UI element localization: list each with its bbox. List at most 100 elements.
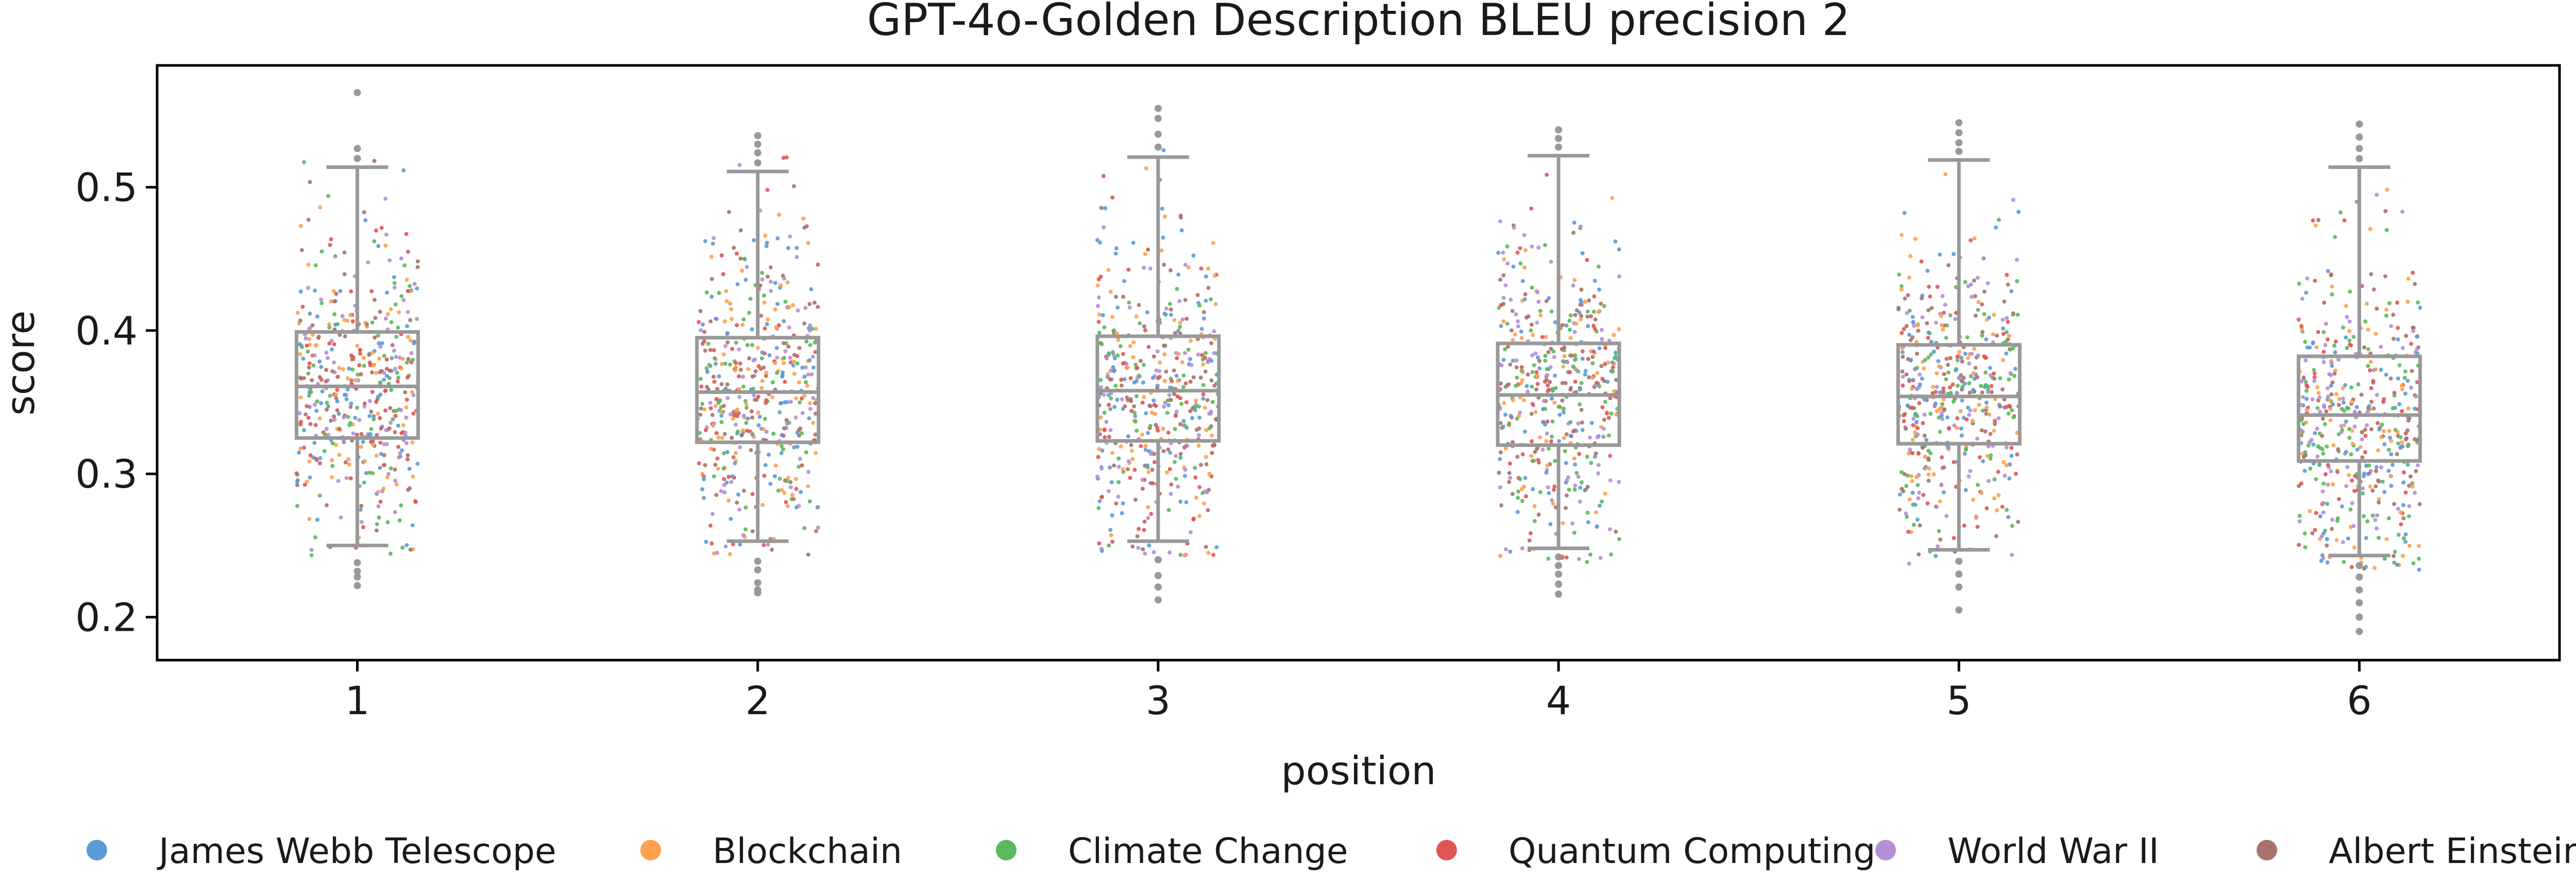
strip-point <box>1989 453 1993 458</box>
strip-point <box>1952 460 1956 464</box>
strip-point <box>392 275 396 280</box>
strip-point <box>709 446 714 451</box>
strip-point <box>1140 401 1145 405</box>
strip-point <box>2398 510 2403 515</box>
y-axis-label: score <box>0 310 43 416</box>
strip-point <box>2363 319 2368 324</box>
strip-point <box>1535 382 1540 386</box>
strip-point <box>2395 562 2399 567</box>
strip-point <box>1210 433 1214 438</box>
strip-point <box>1557 412 1562 417</box>
strip-point <box>1606 360 1611 365</box>
strip-point <box>393 413 398 418</box>
strip-point <box>744 402 749 406</box>
strip-point <box>717 374 721 378</box>
strip-point <box>1911 406 1916 410</box>
strip-point <box>2304 383 2309 388</box>
strip-point <box>698 309 703 313</box>
strip-point <box>323 432 327 437</box>
strip-point <box>741 374 745 379</box>
strip-point <box>365 322 369 326</box>
strip-point <box>332 312 337 317</box>
strip-point <box>2366 472 2370 476</box>
strip-point <box>2397 363 2402 368</box>
strip-point <box>322 449 327 454</box>
strip-point <box>711 551 716 556</box>
strip-point <box>725 450 730 454</box>
strip-point <box>1556 404 1561 409</box>
strip-point <box>377 515 381 520</box>
strip-point <box>1972 376 1977 381</box>
strip-point <box>755 346 760 350</box>
strip-point <box>767 353 772 357</box>
strip-point <box>2347 319 2352 324</box>
strip-point <box>1176 485 1180 489</box>
strip-point <box>1552 484 1557 489</box>
strip-point <box>1900 487 1904 491</box>
strip-point <box>1573 462 1578 467</box>
strip-point <box>312 403 317 407</box>
strip-point <box>702 496 706 501</box>
strip-point <box>2009 445 2014 450</box>
strip-point <box>2325 560 2330 565</box>
strip-point <box>806 470 811 474</box>
strip-point <box>1903 412 1907 417</box>
strip-point <box>2377 427 2382 432</box>
strip-point <box>1941 327 1945 332</box>
strip-point <box>1134 314 1139 319</box>
strip-point <box>295 310 300 315</box>
strip-point <box>1099 205 1104 210</box>
strip-point <box>1937 529 1941 533</box>
strip-point <box>1501 357 1506 362</box>
strip-point <box>1181 373 1186 378</box>
strip-point <box>1900 350 1905 354</box>
outlier-point <box>2355 133 2363 141</box>
y-tick-label: 0.2 <box>75 595 138 641</box>
strip-point <box>2328 418 2333 423</box>
strip-point <box>1522 398 1526 403</box>
strip-point <box>765 187 770 192</box>
strip-point <box>1119 383 1124 388</box>
strip-point <box>2006 515 2011 520</box>
strip-point <box>2414 469 2418 473</box>
legend-item: James Webb Telescope <box>87 831 556 872</box>
strip-point <box>2344 450 2349 454</box>
strip-point <box>761 543 766 547</box>
strip-point <box>2320 489 2325 494</box>
strip-point <box>2409 341 2413 346</box>
strip-point <box>1948 356 1953 360</box>
strip-point <box>2330 284 2334 289</box>
outlier-point <box>2355 573 2363 581</box>
strip-point <box>807 358 812 363</box>
strip-point <box>370 370 374 375</box>
strip-point <box>775 302 779 306</box>
strip-point <box>2325 444 2329 449</box>
strip-point <box>353 378 358 383</box>
strip-point <box>1533 450 1537 454</box>
strip-point <box>1961 375 1966 380</box>
strip-point <box>1181 385 1185 389</box>
strip-point <box>1565 360 1570 365</box>
strip-point <box>314 343 318 347</box>
strip-point <box>1523 248 1528 252</box>
strip-point <box>1603 491 1607 496</box>
strip-point <box>708 401 713 405</box>
strip-point <box>2329 384 2333 388</box>
strip-point <box>328 393 332 398</box>
strip-point <box>399 294 404 299</box>
x-tick-label: 1 <box>345 678 369 723</box>
strip-point <box>1531 333 1535 337</box>
strip-point <box>1178 396 1182 401</box>
strip-point <box>700 341 705 346</box>
strip-point <box>2322 405 2327 409</box>
strip-point <box>1917 401 1922 406</box>
strip-point <box>355 343 360 348</box>
strip-point <box>1520 279 1525 283</box>
strip-point <box>1599 301 1603 306</box>
strip-point <box>1590 361 1595 366</box>
strip-point <box>2341 325 2345 330</box>
strip-point <box>408 284 412 288</box>
strip-point <box>1531 487 1535 491</box>
strip-point <box>299 376 303 381</box>
strip-point <box>385 374 389 378</box>
